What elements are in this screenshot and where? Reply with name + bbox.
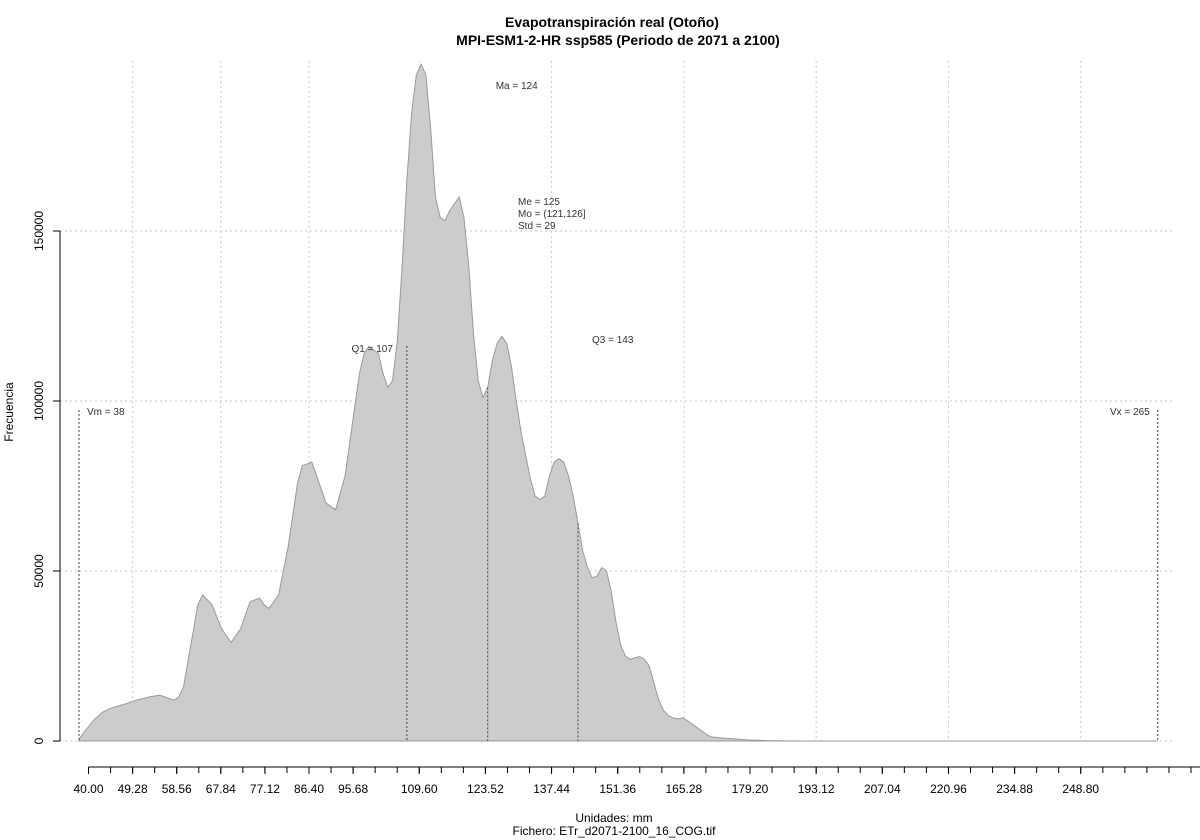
stat-std: Std = 29 — [518, 221, 556, 232]
x-axis-label: Unidades: mm — [575, 811, 652, 825]
y-tick-label: 150000 — [32, 211, 46, 251]
chart-title: Evapotranspiración real (Otoño) — [505, 14, 719, 30]
x-tick-label: 109.60 — [401, 782, 438, 796]
x-tick-label: 77.12 — [250, 782, 280, 796]
x-tick-label: 165.28 — [666, 782, 703, 796]
marker-label: Q3 = 143 — [592, 335, 634, 346]
x-tick-label: 193.12 — [798, 782, 835, 796]
stat-median: Me = 125 — [518, 197, 560, 208]
density-area — [78, 63, 1158, 742]
chart-subtitle: MPI-ESM1-2-HR ssp585 (Periodo de 2071 a … — [456, 32, 780, 48]
x-tick-label: 248.80 — [1062, 782, 1099, 796]
y-axis-label: Frecuencia — [2, 382, 16, 442]
x-tick-label: 49.28 — [118, 782, 148, 796]
x-tick-label: 220.96 — [930, 782, 967, 796]
x-tick-label: 234.88 — [996, 782, 1033, 796]
x-tick-label: 58.56 — [162, 782, 192, 796]
marker-label: Vm = 38 — [87, 407, 125, 418]
x-tick-label: 40.00 — [73, 782, 103, 796]
x-axis: 40.00 49.28 58.56 67.84 77.12 86.40 95.68 109.6… — [73, 766, 1200, 796]
x-tick-label: 123.52 — [467, 782, 504, 796]
x-tick-label: 179.20 — [732, 782, 769, 796]
x-tick-label: 95.68 — [338, 782, 368, 796]
x-tick-label: 151.36 — [599, 782, 636, 796]
x-tick-label: 207.04 — [864, 782, 901, 796]
x-tick-label: 86.40 — [294, 782, 324, 796]
y-tick-label: 0 — [32, 737, 46, 744]
stat-mode: Mo = (121,126] — [518, 209, 586, 220]
marker-label: Q1 = 107 — [351, 344, 393, 355]
marker-label: Vx = 265 — [1110, 407, 1150, 418]
x-tick-label: 67.84 — [206, 782, 236, 796]
file-caption: Fichero: ETr_d2071-2100_16_COG.tif — [513, 824, 717, 838]
y-tick-label: 50000 — [32, 554, 46, 588]
marker-label: Ma = 124 — [496, 81, 538, 92]
marker-layer: Vm = 38 Q1 = 107 Ma = 124 Q3 = 143 Vx = 265 — [78, 81, 1159, 741]
y-axis: 0 50000 100000 150000 — [32, 211, 61, 744]
x-tick-label: 137.44 — [533, 782, 570, 796]
y-tick-label: 100000 — [32, 381, 46, 421]
